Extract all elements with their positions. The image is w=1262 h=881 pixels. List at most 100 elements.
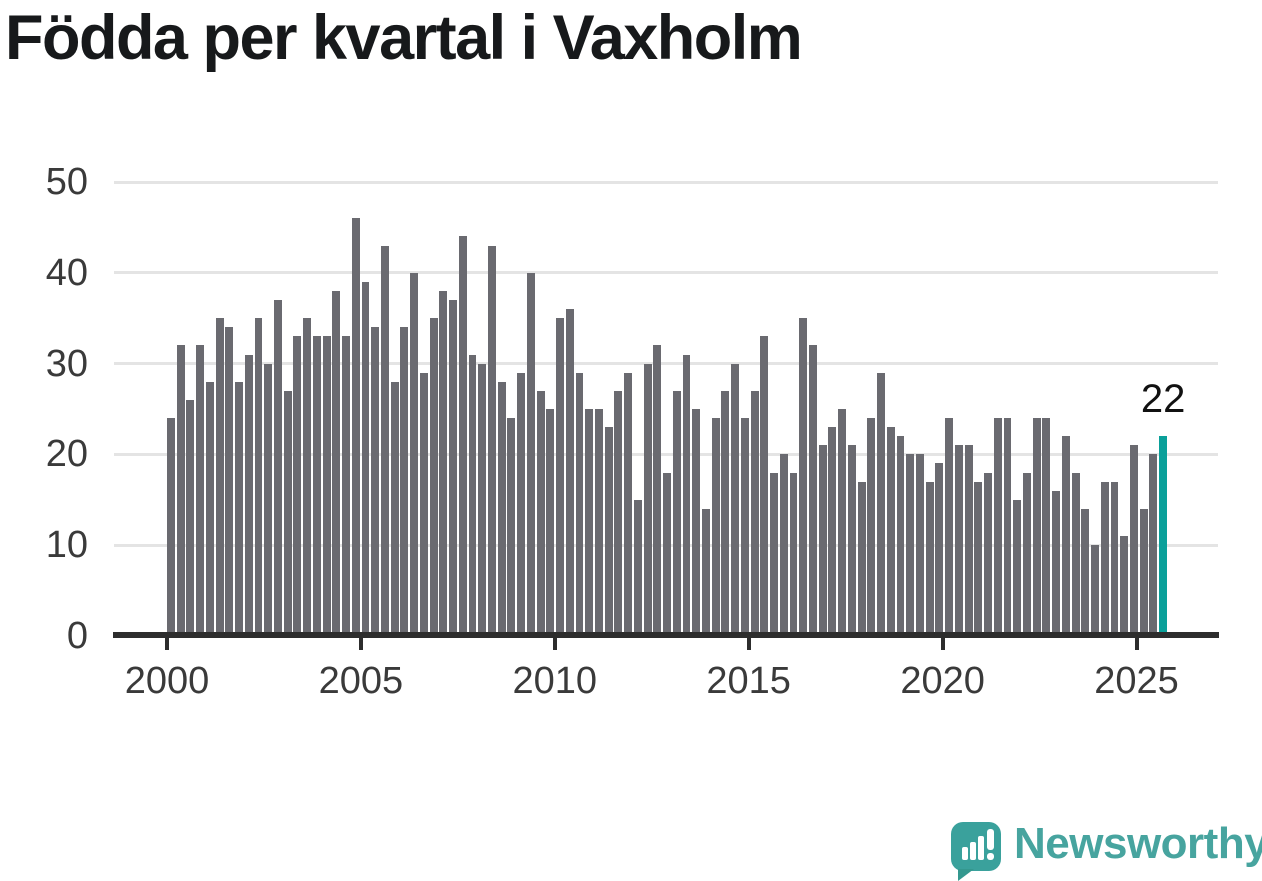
bar: [925, 481, 934, 636]
y-tick-label: 30: [45, 342, 88, 385]
x-tick-label: 2000: [124, 660, 210, 702]
chart-title: Födda per kvartal i Vaxholm: [5, 3, 803, 73]
bar: [1091, 545, 1099, 636]
bar: [332, 290, 341, 636]
bar: [167, 418, 175, 636]
bar: [945, 418, 954, 636]
bar: [877, 372, 885, 636]
bar: [750, 390, 759, 636]
grid-line: [114, 271, 1218, 275]
bar: [984, 472, 992, 636]
bar: [546, 409, 555, 636]
newsworthy-logo: Newsworthy: [947, 814, 1262, 881]
bar: [604, 427, 613, 636]
x-tick: [1134, 637, 1139, 650]
y-tick-label: 10: [45, 524, 88, 567]
bar: [176, 345, 185, 636]
bar: [497, 381, 506, 636]
bar: [556, 318, 564, 636]
x-tick-label: 2005: [318, 660, 404, 702]
bar: [439, 290, 448, 636]
logo-exclamation-bar-icon: [987, 829, 994, 850]
bar: [1013, 499, 1022, 636]
bar: [565, 309, 574, 636]
bar: [429, 318, 438, 636]
bar: [964, 445, 973, 636]
bar: [828, 427, 837, 636]
bar: [526, 272, 535, 636]
bar: [517, 372, 526, 636]
bar: [351, 218, 360, 636]
bar: [390, 381, 399, 636]
x-tick: [358, 637, 363, 650]
logo-exclamation-dot-icon: [987, 853, 994, 860]
bar: [244, 354, 253, 636]
bar: [312, 336, 321, 636]
grid-line: [114, 180, 1218, 184]
bar: [935, 463, 944, 636]
newsworthy-speech-bubble-icon: [951, 822, 1001, 871]
bar: [789, 472, 798, 636]
bar: [1042, 418, 1051, 636]
bar: [779, 454, 788, 636]
bar: [594, 409, 603, 636]
bar: [867, 418, 876, 636]
bar: [906, 454, 915, 636]
bar: [1003, 418, 1012, 636]
bar: [575, 372, 584, 636]
bar: [342, 336, 350, 636]
x-tick-label: 2010: [512, 660, 598, 702]
grid-line: [114, 362, 1218, 366]
bar: [1120, 536, 1129, 636]
bar: [303, 318, 312, 636]
y-tick-label: 20: [45, 433, 88, 476]
bar: [808, 345, 817, 636]
bar: [449, 300, 457, 636]
bar: [380, 245, 389, 636]
bar: [838, 409, 847, 636]
bar: [770, 472, 778, 636]
bar: [585, 409, 594, 636]
bar: [225, 327, 234, 636]
highlighted-bar: [1159, 436, 1168, 636]
bar: [419, 372, 428, 636]
logo-bar-medium-icon: [970, 842, 976, 860]
y-tick-label: 0: [66, 615, 88, 657]
bar: [760, 336, 769, 636]
bar: [196, 345, 205, 636]
bar: [1061, 436, 1070, 636]
bar: [1071, 472, 1080, 636]
bar: [896, 436, 905, 636]
x-tick-label: 2025: [1094, 660, 1179, 702]
x-tick-label: 2015: [706, 660, 791, 702]
bar: [1052, 490, 1061, 636]
bar: [682, 354, 691, 636]
bar: [371, 327, 380, 636]
x-tick: [552, 637, 557, 650]
bar: [536, 390, 545, 636]
bar: [954, 445, 963, 636]
bar: [361, 281, 370, 636]
bar: [711, 418, 720, 636]
bar: [672, 390, 681, 636]
bar: [857, 481, 866, 636]
bar: [458, 236, 467, 636]
bar: [283, 390, 292, 636]
bar: [410, 272, 419, 636]
bar: [663, 472, 671, 636]
bar: [1022, 472, 1031, 636]
bar: [1149, 454, 1158, 636]
y-tick-label: 50: [45, 161, 88, 203]
bar: [614, 390, 623, 636]
bar: [1032, 418, 1041, 636]
x-tick: [940, 637, 945, 650]
bar: [915, 454, 924, 636]
bar: [886, 427, 895, 636]
bar: [1100, 481, 1109, 636]
bar: [740, 418, 749, 636]
bar: [487, 245, 496, 636]
bar: [818, 445, 827, 636]
newsworthy-wordmark: Newsworthy: [1014, 819, 1262, 868]
